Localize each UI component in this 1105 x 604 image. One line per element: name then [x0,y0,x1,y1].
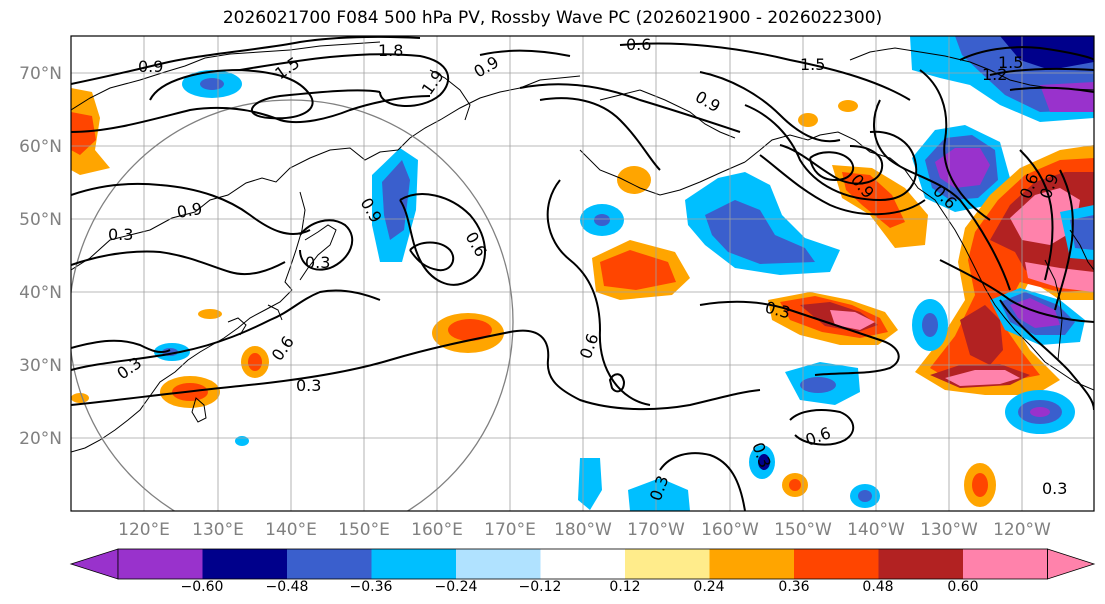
contour-label: 0.3 [108,225,133,244]
contour-label: 0.6 [268,333,298,365]
pv-contour-labels: 0.9 1.5 1.8 1.9 0.9 0.6 1.5 0.9 1.5 1.2 … [108,35,1067,503]
anomaly-blob [910,36,1094,122]
map-frame [70,35,1095,512]
lon-label: 180°W [554,520,612,540]
lon-label: 140°E [265,520,317,540]
contour-label: 0.3 [296,376,321,395]
colorbar-swatch [709,549,795,579]
anomaly-blob [182,70,242,98]
colorbar-swatch [456,549,541,579]
longitude-labels: 120°E 130°E 140°E 150°E 160°E 170°E 180°… [118,520,1051,540]
lat-label: 50°N [19,210,62,230]
contour-label: 1.5 [998,53,1023,72]
anomaly-blob [71,309,269,446]
lon-label: 130°E [192,520,244,540]
lon-label: 150°W [774,520,832,540]
colorbar-tick-label: −0.12 [519,579,562,595]
contour-label: 1.2 [982,65,1007,84]
colorbar-swatch [963,549,1048,579]
anomaly-blob [592,166,690,300]
colorbar-tick-label: −0.24 [435,579,478,595]
contour-label: 0.9 [471,52,503,81]
lat-label: 40°N [19,283,62,303]
lon-label: 170°W [627,520,685,540]
colorbar-swatch [371,549,457,579]
colorbar-ticks: −0.60 −0.48 −0.36 −0.24 −0.12 0.12 0.24 … [181,579,979,595]
colorbar-extend-max [1047,548,1096,580]
colorbar-swatch [540,549,626,579]
colorbar: −0.60 −0.48 −0.36 −0.24 −0.12 0.12 0.24 … [69,548,1096,595]
contour-label: 0.6 [576,331,603,361]
lon-label: 130°W [920,520,978,540]
lat-label: 20°N [19,429,62,449]
anomaly-blob [685,172,840,275]
lat-label: 60°N [19,137,62,157]
contour-label: 0.6 [803,423,833,450]
colorbar-tick-label: 0.48 [862,579,893,595]
colorbar-swatch [794,549,879,579]
lon-label: 120°W [993,520,1051,540]
contour-label: 1.5 [800,55,825,74]
latitude-labels: 70°N 60°N 50°N 40°N 30°N 20°N [19,64,62,449]
colorbar-tick-label: 0.24 [693,579,724,595]
range-circle [71,99,514,511]
anomaly-blob [768,292,898,345]
lon-label: 140°W [847,520,905,540]
colorbar-swatch [287,549,372,579]
anomaly-blob [580,204,624,236]
map-title: 2026021700 F084 500 hPa PV, Rossby Wave … [222,8,883,28]
anomaly-shading [71,36,1094,511]
coastlines [71,41,1094,453]
contour-label: 0.6 [462,229,491,261]
colorbar-swatches [69,548,1096,580]
contour-label: 1.8 [378,41,403,60]
pv-contours [71,36,1094,511]
lon-label: 170°E [484,520,536,540]
contour-label: 0.3 [305,253,330,272]
colorbar-tick-label: −0.36 [350,579,393,595]
lon-label: 120°E [118,520,170,540]
contour-label: 0.9 [138,57,163,76]
anomaly-blob [372,148,418,262]
colorbar-extend-min [69,548,119,580]
lat-label: 30°N [19,356,62,376]
colorbar-tick-label: 0.12 [609,579,640,595]
lon-label: 160°E [411,520,463,540]
contour-label: 0.9 [175,199,203,222]
lon-label: 160°W [701,520,759,540]
contour-label: 1.9 [418,67,448,99]
contour-label: 0.6 [626,35,651,54]
colorbar-swatch [118,549,203,579]
lon-label: 150°E [338,520,390,540]
anomaly-blob [915,145,1094,507]
contour-label: 0.9 [692,87,724,116]
colorbar-tick-label: 0.36 [778,579,809,595]
contour-label: 1.5 [271,53,303,83]
colorbar-swatch [878,549,964,579]
colorbar-swatch [202,549,288,579]
colorbar-tick-label: −0.48 [266,579,309,595]
contour-label: 0.3 [1042,479,1067,498]
lat-label: 70°N [19,64,62,84]
colorbar-swatch [625,549,710,579]
colorbar-outline [117,548,1048,580]
colorbar-tick-label: 0.60 [947,579,978,595]
anomaly-blob [432,313,504,353]
colorbar-tick-label: −0.60 [181,579,224,595]
